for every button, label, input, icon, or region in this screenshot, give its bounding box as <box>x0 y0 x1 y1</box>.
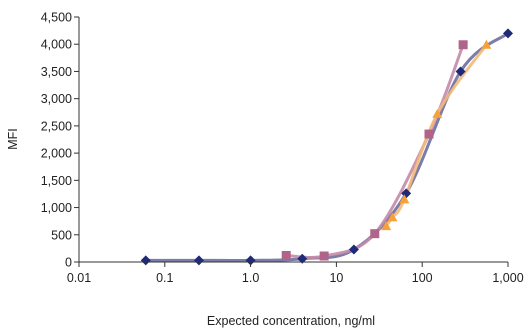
data-point-diamond <box>297 253 308 264</box>
y-tick-label: 0 <box>65 256 72 270</box>
y-tick-label: 1,000 <box>41 201 72 215</box>
data-point-triangle <box>432 108 443 118</box>
data-point-triangle <box>399 194 410 204</box>
data-point-square <box>458 40 468 50</box>
y-tick-label: 500 <box>51 228 72 242</box>
x-tick-label: 0.1 <box>156 271 173 285</box>
data-point-triangle <box>381 221 392 231</box>
y-tick-label: 1,500 <box>41 174 72 188</box>
data-point-diamond <box>140 255 151 266</box>
y-tick-label: 4,000 <box>41 38 72 52</box>
data-point-diamond <box>348 244 359 255</box>
series-diamond-curve <box>144 31 510 262</box>
data-point-triangle <box>387 212 398 222</box>
x-tick-label: 0.01 <box>67 271 91 285</box>
x-tick-label: 1,000 <box>492 271 523 285</box>
x-tick-label: 100 <box>412 271 433 285</box>
y-tick-label: 2,000 <box>41 147 72 161</box>
axes-layer: 0 500 1,000 1,500 2,000 2,500 3,000 3,500 4,000 4… <box>41 11 524 286</box>
data-point-diamond <box>503 28 513 39</box>
data-point-square <box>424 129 434 139</box>
series-square-curve <box>284 43 465 259</box>
y-axis-title: MFI <box>6 128 20 150</box>
x-axis-title: Expected concentration, ng/ml <box>207 314 375 328</box>
data-point-diamond <box>245 255 256 266</box>
y-tick-label: 3,500 <box>41 65 72 79</box>
markers-layer <box>140 28 513 266</box>
y-tick-label: 3,000 <box>41 92 72 106</box>
x-tick-label: 1.0 <box>242 271 259 285</box>
curves-layer <box>144 31 510 262</box>
data-point-diamond <box>193 255 204 266</box>
data-point-diamond <box>455 66 466 77</box>
data-point-triangle <box>481 39 492 49</box>
y-tick-label: 4,500 <box>41 11 72 25</box>
data-point-square <box>319 251 329 261</box>
data-point-square <box>281 250 291 260</box>
y-tick-label: 2,500 <box>41 119 72 133</box>
data-point-square <box>370 229 380 239</box>
x-tick-label: 10 <box>329 271 343 285</box>
